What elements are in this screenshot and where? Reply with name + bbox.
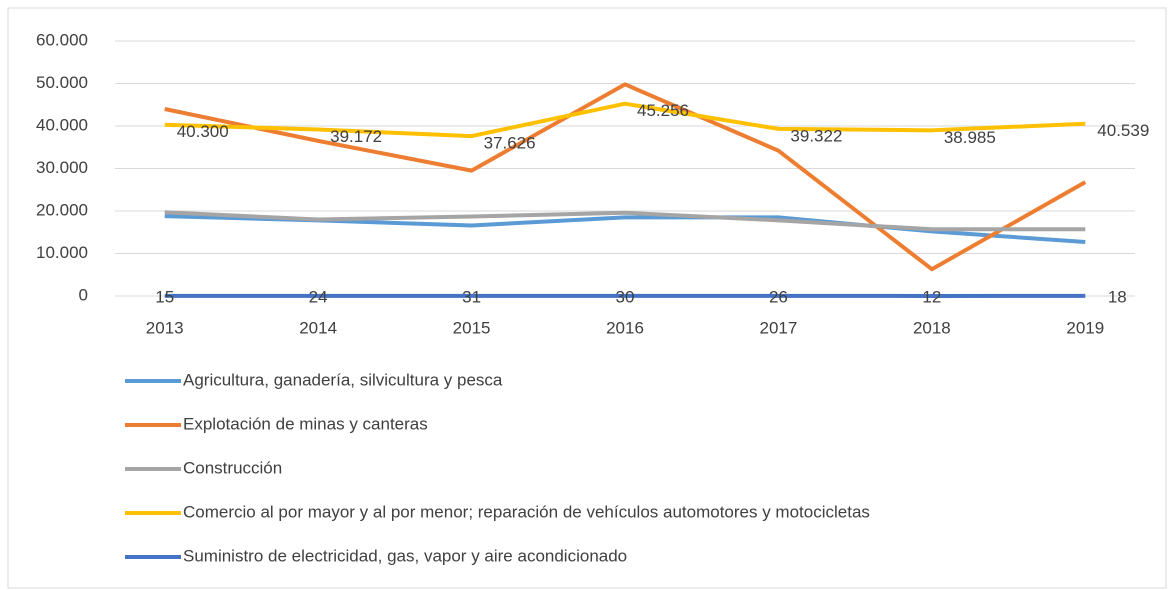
data-label: 18 — [1108, 287, 1127, 306]
y-tick-label: 50.000 — [36, 73, 88, 92]
data-label: 30 — [616, 287, 635, 306]
y-tick-label: 40.000 — [36, 115, 88, 134]
data-label: 37.626 — [484, 134, 536, 153]
x-tick-label: 2016 — [606, 318, 644, 337]
data-label: 26 — [769, 287, 788, 306]
legend-label: Comercio al por mayor y al por menor; re… — [183, 502, 870, 521]
x-tick-label: 2017 — [760, 318, 798, 337]
y-tick-label: 20.000 — [36, 200, 88, 219]
y-tick-label: 0 — [79, 285, 88, 304]
x-tick-label: 2015 — [453, 318, 491, 337]
data-label: 38.985 — [944, 128, 996, 147]
series-line — [164, 101, 1086, 139]
y-tick-label: 10.000 — [36, 243, 88, 262]
data-label: 15 — [155, 287, 174, 306]
data-label: 39.322 — [790, 126, 842, 145]
y-tick-label: 30.000 — [36, 158, 88, 177]
data-label: 12 — [922, 287, 941, 306]
data-label: 31 — [462, 287, 481, 306]
x-tick-label: 2014 — [299, 318, 337, 337]
legend-label: Agricultura, ganadería, silvicultura y p… — [183, 370, 503, 389]
data-label: 45.256 — [637, 101, 689, 120]
chart-border — [7, 7, 1167, 589]
x-tick-label: 2013 — [146, 318, 184, 337]
legend-label: Explotación de minas y canteras — [183, 414, 428, 433]
data-label: 40.300 — [177, 122, 229, 141]
series-line — [164, 82, 1087, 272]
y-tick-label: 60.000 — [36, 30, 88, 49]
series-line — [164, 210, 1086, 232]
data-label: 39.172 — [330, 127, 382, 146]
data-label: 24 — [309, 287, 328, 306]
x-tick-label: 2018 — [913, 318, 951, 337]
x-tick-label: 2019 — [1066, 318, 1104, 337]
legend-label: Suministro de electricidad, gas, vapor y… — [183, 546, 627, 565]
legend-label: Construcción — [183, 458, 282, 477]
data-label: 40.539 — [1097, 121, 1149, 140]
